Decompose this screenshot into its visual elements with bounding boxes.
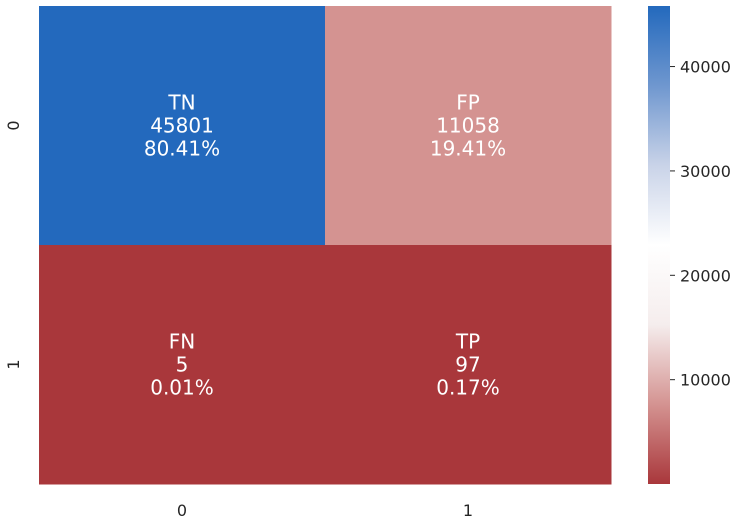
x-tick-label: 0: [177, 501, 187, 520]
cell-annotation-tn-count: 45801: [150, 114, 214, 138]
colorbar-tick-label: 20000: [680, 266, 731, 285]
cell-annotation-fn-percent: 0.01%: [150, 376, 214, 400]
cell-annotation-tp-count: 97: [455, 353, 480, 377]
cell-annotation-fp-count: 11058: [436, 114, 500, 138]
heatmap-cell-tp: [325, 245, 612, 485]
cell-annotation-tn-percent: 80.41%: [144, 137, 220, 161]
colorbar-tick-label: 30000: [680, 162, 731, 181]
colorbar-tick-label: 10000: [680, 371, 731, 390]
cell-annotation-tn-label: TN: [167, 91, 195, 115]
cell-annotation-fp-percent: 19.41%: [430, 137, 506, 161]
cell-annotation-fn-label: FN: [169, 330, 195, 354]
cell-annotation-tp-percent: 0.17%: [436, 376, 500, 400]
cell-annotation-tp-label: TP: [455, 330, 480, 354]
heatmap-cell-fp: [325, 6, 612, 246]
y-tick-label: 0: [4, 120, 23, 130]
y-tick-label: 1: [4, 359, 23, 369]
colorbar-tick-label: 40000: [680, 58, 731, 77]
cell-annotation-fp-label: FP: [456, 91, 480, 115]
cell-annotation-fn-count: 5: [176, 353, 189, 377]
colorbar: [648, 6, 670, 484]
heatmap-cell-fn: [39, 245, 326, 485]
x-tick-label: 1: [463, 501, 473, 520]
heatmap-cell-tn: [39, 6, 326, 246]
